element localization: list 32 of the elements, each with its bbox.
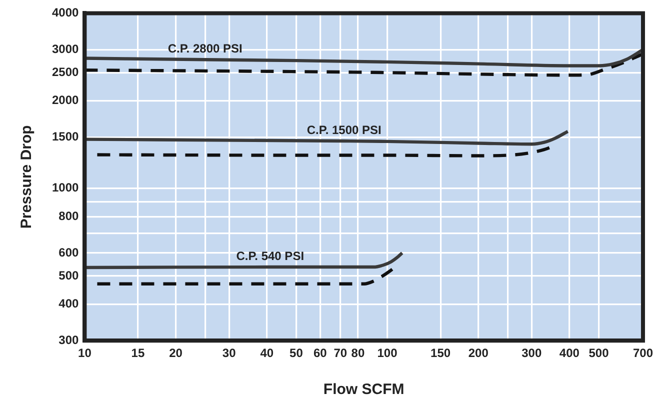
y-tick-label: 3000 bbox=[52, 42, 80, 56]
x-tick-label: 150 bbox=[430, 346, 451, 360]
x-tick-label: 80 bbox=[351, 346, 365, 360]
x-tick-label: 50 bbox=[290, 346, 304, 360]
x-tick-label: 70 bbox=[334, 346, 348, 360]
x-tick-label: 500 bbox=[588, 346, 610, 360]
y-tick-label: 800 bbox=[58, 208, 80, 223]
x-tick-label: 40 bbox=[260, 346, 274, 360]
y-tick-label: 300 bbox=[58, 332, 80, 347]
x-axis-title: Flow SCFM bbox=[323, 381, 404, 398]
x-tick-label: 20 bbox=[169, 346, 183, 360]
x-tick-label: 400 bbox=[559, 346, 580, 360]
x-tick-label: 10 bbox=[78, 346, 92, 360]
y-tick-label: 2000 bbox=[52, 93, 80, 108]
y-tick-label: 600 bbox=[58, 245, 80, 260]
x-tick-label: 30 bbox=[222, 346, 236, 360]
y-tick-label: 1000 bbox=[52, 180, 80, 195]
y-tick-label: 4000 bbox=[52, 6, 80, 20]
y-axis-title: Pressure Drop bbox=[18, 125, 36, 229]
x-tick-label: 700 bbox=[632, 346, 654, 360]
y-tick-label: 400 bbox=[58, 296, 80, 311]
x-tick-label: 300 bbox=[522, 346, 542, 360]
x-tick-label: 15 bbox=[131, 346, 145, 360]
x-tick-label: 200 bbox=[468, 346, 489, 360]
x-tick-label: 100 bbox=[377, 346, 398, 360]
series-label: C.P. 1500 PSI bbox=[306, 123, 382, 138]
y-tick-label: 2500 bbox=[52, 64, 80, 79]
y-tick-label: 1500 bbox=[52, 129, 80, 144]
series-label: C.P. 2800 PSI bbox=[168, 42, 242, 56]
y-tick-label: 500 bbox=[58, 268, 80, 282]
x-tick-label: 60 bbox=[313, 346, 328, 360]
series-label: C.P. 540 PSI bbox=[236, 249, 304, 264]
